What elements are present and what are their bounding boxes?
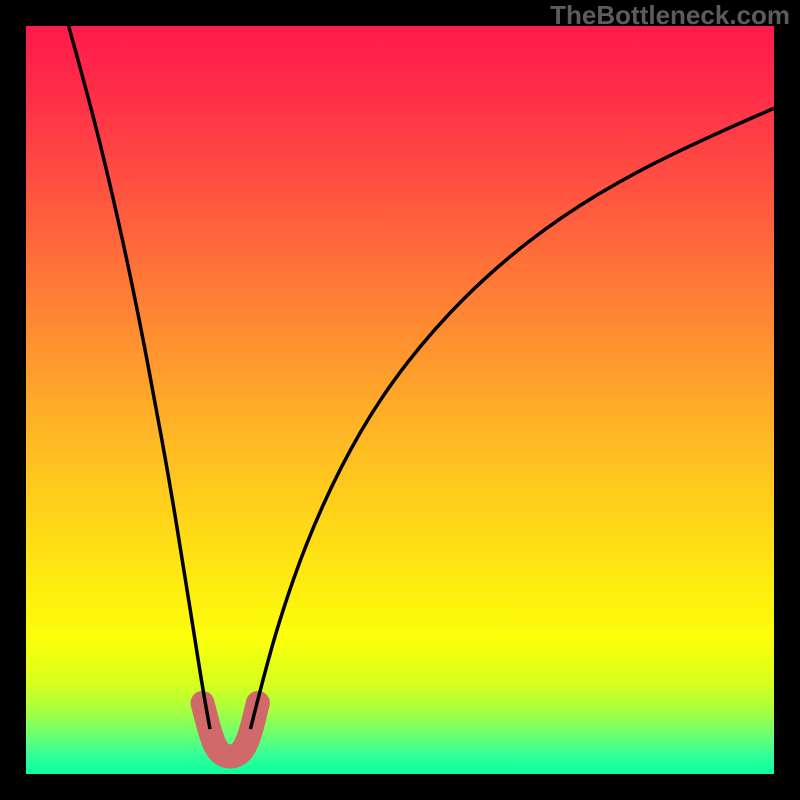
- chart-frame: TheBottleneck.com: [0, 0, 800, 800]
- plot-svg: [0, 0, 800, 800]
- watermark-text: TheBottleneck.com: [550, 0, 790, 31]
- gradient-background: [26, 26, 774, 774]
